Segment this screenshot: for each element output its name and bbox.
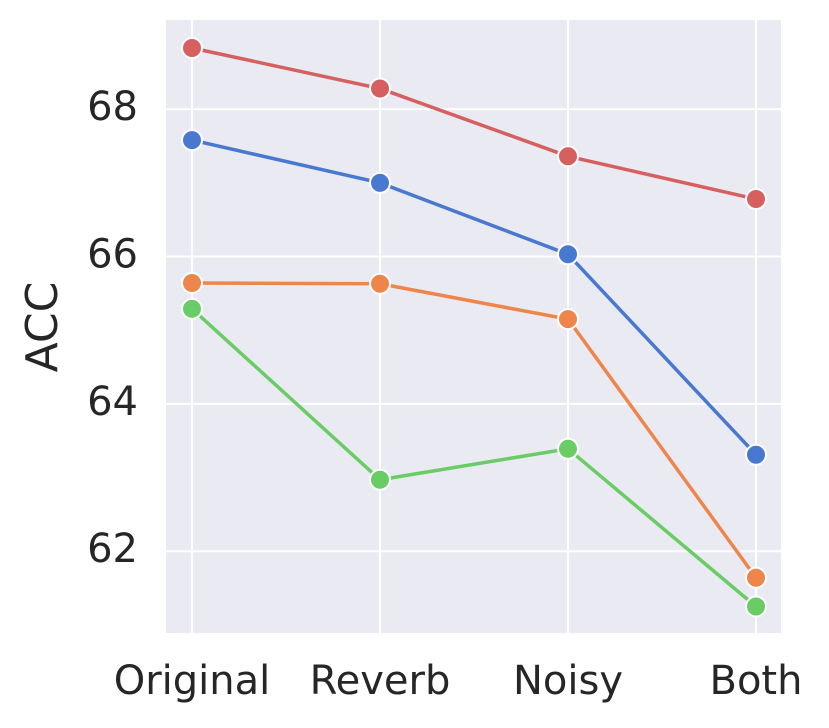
x-tick-label: Original	[114, 658, 271, 704]
point	[181, 297, 203, 320]
plot-area	[166, 20, 781, 633]
y-axis-label: ACC	[17, 282, 68, 373]
point	[369, 468, 391, 491]
y-tick-label: 68	[87, 84, 138, 130]
point	[181, 129, 203, 152]
point	[181, 272, 203, 295]
point	[369, 171, 391, 194]
x-tick-label: Reverb	[310, 658, 451, 704]
series-line	[191, 46, 757, 201]
series-line	[191, 138, 758, 456]
series-line	[190, 307, 758, 608]
x-tick-label: Both	[710, 658, 803, 704]
series-line	[191, 281, 758, 579]
point	[557, 437, 579, 460]
point	[745, 595, 767, 618]
y-tick-label: 62	[87, 526, 138, 572]
point	[557, 145, 579, 168]
point	[745, 566, 767, 589]
y-tick-label: 66	[87, 232, 138, 278]
point	[369, 272, 391, 295]
y-tick-label: 64	[87, 379, 138, 425]
point	[745, 188, 767, 211]
x-tick-label: Noisy	[513, 658, 623, 704]
point	[557, 243, 579, 266]
point	[181, 36, 203, 59]
point	[745, 443, 767, 466]
point	[557, 308, 579, 331]
point	[369, 77, 391, 100]
